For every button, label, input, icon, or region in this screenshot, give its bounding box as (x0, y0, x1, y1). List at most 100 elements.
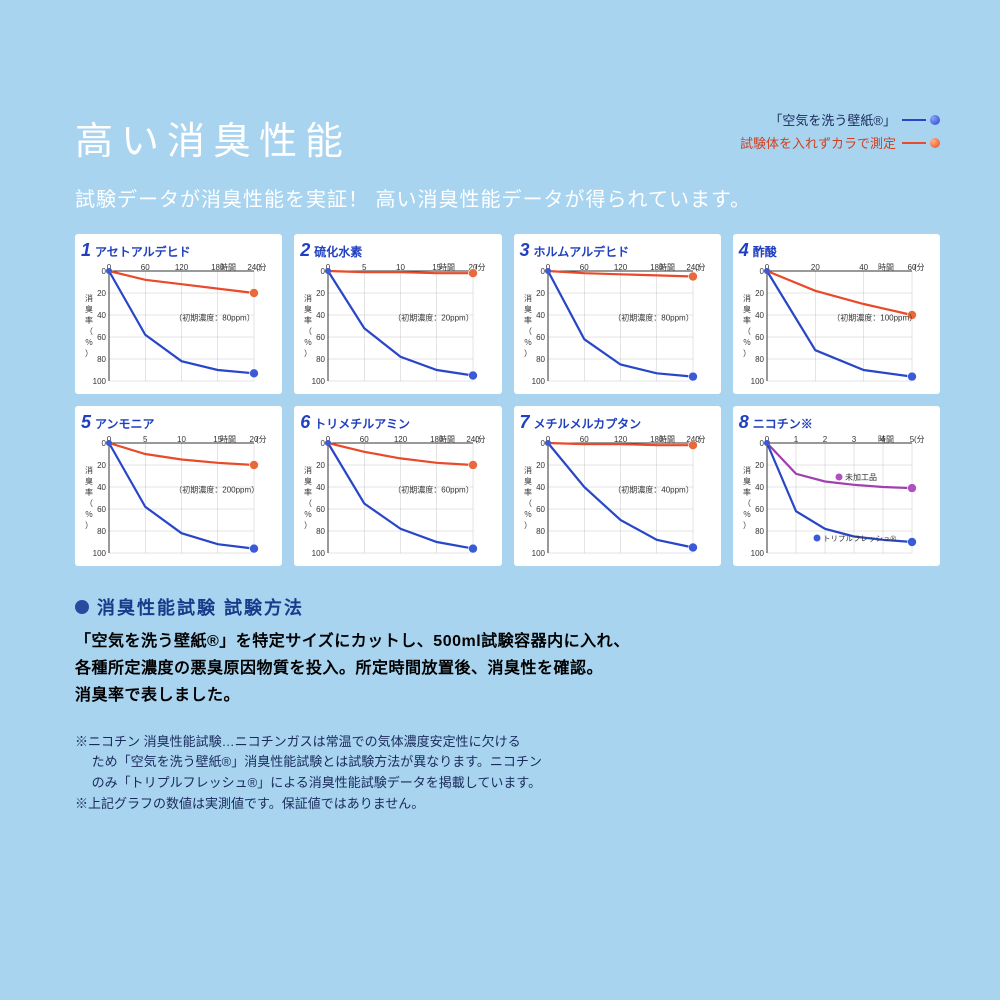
chart-name: 酢酸 (753, 243, 777, 260)
svg-text:60: 60 (97, 333, 106, 342)
svg-text:80: 80 (755, 527, 764, 536)
chart-title-row: 2 硫化水素 (300, 240, 495, 261)
legend-item-2: 試験体を入れずカラで測定 (740, 133, 940, 152)
legend-label-1: 「空気を洗う壁紙®」 (769, 110, 896, 129)
subtitle: 試験データが消臭性能を実証！ 高い消臭性能データが得られています。 (75, 183, 940, 212)
svg-text:(分): (分) (914, 435, 924, 444)
method-heading-text: 消臭性能試験 試験方法 (97, 594, 304, 620)
svg-text:40: 40 (316, 311, 325, 320)
svg-text:）: ） (304, 349, 312, 358)
svg-text:消: 消 (304, 465, 312, 475)
svg-text:100: 100 (750, 377, 764, 386)
svg-text:100: 100 (531, 377, 545, 386)
legend-item-1: 「空気を洗う壁紙®」 (740, 110, 940, 129)
svg-text:臭: 臭 (304, 476, 312, 486)
svg-text:臭: 臭 (743, 476, 751, 486)
svg-text:20: 20 (755, 289, 764, 298)
svg-text:消: 消 (85, 465, 93, 475)
header-row: 高い消臭性能 「空気を洗う壁紙®」 試験体を入れずカラで測定 (75, 110, 940, 165)
legend-line-2 (902, 142, 926, 144)
svg-text:％: ％ (743, 510, 751, 519)
svg-text:臭: 臭 (304, 304, 312, 314)
svg-text:(分): (分) (256, 435, 266, 444)
svg-text:）: ） (743, 521, 751, 530)
svg-text:）: ） (524, 521, 532, 530)
chart-card-7: 7 メチルメルカプタン 020406080100060120180240(分)時… (514, 406, 721, 566)
method-body: 「空気を洗う壁紙®」を特定サイズにカットし、500ml試験容器内に入れ、各種所定… (75, 628, 940, 710)
svg-text:率: 率 (85, 487, 93, 497)
svg-text:％: ％ (743, 338, 751, 347)
svg-text:80: 80 (97, 355, 106, 364)
footnotes: ※ニコチン 消臭性能試験…ニコチンガスは常温での気体濃度安定性に欠ける ため「空… (75, 732, 940, 815)
chart-number: 2 (300, 240, 310, 261)
svg-text:（: （ (304, 499, 312, 508)
svg-text:100: 100 (312, 377, 326, 386)
svg-text:60: 60 (755, 333, 764, 342)
chart-name: トリメチルアミン (314, 415, 410, 432)
chart-name: アンモニア (95, 415, 155, 432)
svg-text:20: 20 (536, 461, 545, 470)
svg-text:率: 率 (743, 487, 751, 497)
svg-text:60: 60 (316, 505, 325, 514)
svg-text:100: 100 (312, 549, 326, 558)
svg-text:（: （ (85, 499, 93, 508)
svg-text:未加工品: 未加工品 (845, 472, 877, 482)
method-section: 消臭性能試験 試験方法 「空気を洗う壁紙®」を特定サイズにカットし、500ml試… (75, 594, 940, 710)
chart-title-row: 8 ニコチン※ (739, 412, 934, 433)
svg-text:％: ％ (304, 338, 312, 347)
svg-text:臭: 臭 (743, 304, 751, 314)
svg-text:）: ） (85, 521, 93, 530)
legend-label-2: 試験体を入れずカラで測定 (740, 133, 896, 152)
svg-text:60: 60 (755, 505, 764, 514)
svg-text:40: 40 (316, 483, 325, 492)
svg-text:80: 80 (755, 355, 764, 364)
svg-text:％: ％ (304, 510, 312, 519)
chart-name: ホルムアルデヒド (534, 243, 630, 260)
svg-text:20: 20 (316, 289, 325, 298)
svg-text:（初期濃度：40ppm）: （初期濃度：40ppm） (613, 485, 693, 495)
svg-text:消: 消 (743, 293, 751, 303)
svg-text:臭: 臭 (85, 476, 93, 486)
svg-text:）: ） (524, 349, 532, 358)
svg-text:40: 40 (97, 311, 106, 320)
svg-text:（: （ (304, 327, 312, 336)
svg-text:40: 40 (536, 311, 545, 320)
chart-title-row: 4 酢酸 (739, 240, 934, 261)
svg-text:消: 消 (524, 465, 532, 475)
svg-text:（初期濃度：60ppm）: （初期濃度：60ppm） (394, 485, 474, 495)
svg-text:20: 20 (755, 461, 764, 470)
svg-text:（: （ (85, 327, 93, 336)
method-heading: 消臭性能試験 試験方法 (75, 594, 940, 620)
svg-text:臭: 臭 (524, 476, 532, 486)
svg-text:（: （ (743, 327, 751, 336)
chart-name: メチルメルカプタン (534, 415, 642, 432)
chart-number: 6 (300, 412, 310, 433)
svg-text:20: 20 (97, 461, 106, 470)
svg-text:消: 消 (524, 293, 532, 303)
svg-text:40: 40 (755, 483, 764, 492)
svg-text:％: ％ (524, 338, 532, 347)
svg-text:）: ） (85, 349, 93, 358)
chart-name: 硫化水素 (314, 243, 362, 260)
svg-text:80: 80 (97, 527, 106, 536)
svg-text:40: 40 (97, 483, 106, 492)
svg-text:100: 100 (531, 549, 545, 558)
svg-text:（初期濃度：80ppm）: （初期濃度：80ppm） (174, 313, 254, 323)
svg-text:率: 率 (524, 487, 532, 497)
svg-text:20: 20 (97, 289, 106, 298)
chart-card-5: 5 アンモニア 02040608010005101520(分)時間消臭率（％）（… (75, 406, 282, 566)
chart-card-8: 8 ニコチン※ 020406080100012345(分)時間消臭率（％）未加工… (733, 406, 940, 566)
svg-text:60: 60 (97, 505, 106, 514)
svg-text:消: 消 (743, 465, 751, 475)
svg-text:（: （ (524, 327, 532, 336)
svg-text:80: 80 (536, 355, 545, 364)
legend-dot-1 (930, 115, 940, 125)
chart-name: アセトアルデヒド (95, 243, 191, 260)
svg-text:80: 80 (316, 355, 325, 364)
chart-number: 8 (739, 412, 749, 433)
svg-text:）: ） (304, 521, 312, 530)
svg-text:率: 率 (304, 487, 312, 497)
svg-text:率: 率 (304, 315, 312, 325)
svg-text:％: ％ (85, 510, 93, 519)
chart-card-4: 4 酢酸 0204060801000204060(分)時間消臭率（％）（初期濃度… (733, 234, 940, 394)
